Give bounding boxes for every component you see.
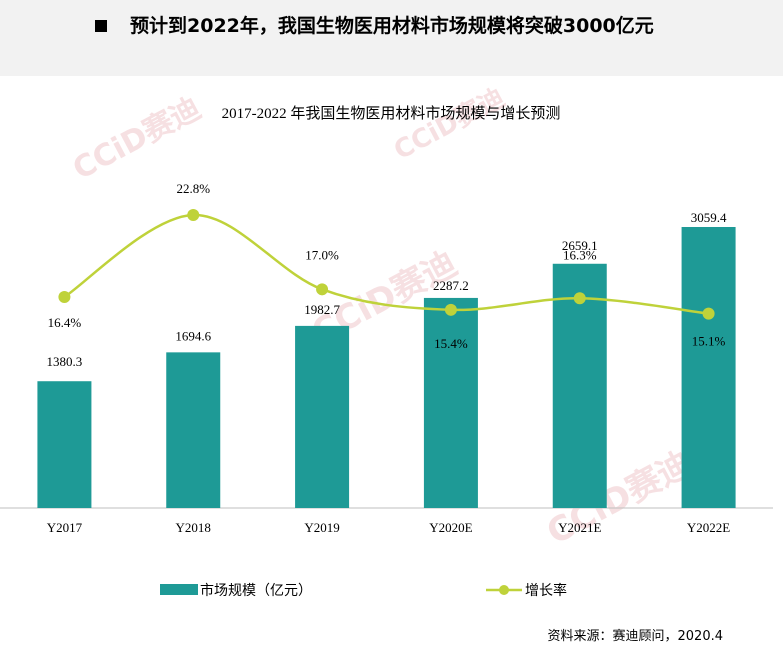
legend-label-line: 增长率 [525,582,567,599]
chart-title: 2017-2022 年我国生物医用材料市场规模与增长预测 [222,105,561,122]
bar-value-label: 1982.7 [304,302,340,317]
growth-rate-point [316,283,329,296]
growth-rate-label: 15.4% [434,336,468,351]
growth-rate-point [187,209,200,221]
x-tick-label: Y2018 [176,520,211,535]
x-tick-label: Y2017 [47,520,83,535]
growth-rate-label: 17.0% [305,247,339,262]
source-note: 资料来源：赛迪顾问，2020.4 [547,629,724,644]
growth-rate-point [573,292,586,305]
x-tick-label: Y2019 [304,520,339,535]
watermark: CCiD赛迪 [67,91,206,187]
x-tick-label: Y2021E [558,520,601,535]
bar-value-label: 3059.4 [691,210,727,225]
growth-rate-point [702,307,715,320]
legend-label-bar: 市场规模（亿元） [200,582,312,599]
x-tick-label: Y2022E [687,520,730,535]
growth-rate-line [63,213,709,315]
bar [295,325,350,508]
growth-rate-point [58,291,71,303]
bar [166,352,221,508]
bar-value-label: 1380.3 [47,354,83,369]
bar-value-label: 1694.6 [175,328,211,343]
bar [423,297,478,508]
bar-value-label: 2287.2 [433,278,469,293]
watermark: CCiD赛迪 [389,82,510,166]
growth-rate-label: 15.1% [692,334,726,349]
page-title: 预计到2022年，我国生物医用材料市场规模将突破3000亿元 [130,15,654,37]
bar [37,381,92,508]
growth-rate-point [444,303,457,316]
growth-rate-label: 16.4% [48,315,82,330]
bullet-square-icon [95,20,107,32]
growth-rate-label: 22.8% [176,181,210,196]
legend-swatch-bar [160,584,198,595]
bar-value-label: 2659.1 [562,238,598,253]
legend-swatch-marker [499,585,509,595]
x-tick-label: Y2020E [429,520,472,535]
bar [681,227,736,508]
header-bar: 预计到2022年，我国生物医用材料市场规模将突破3000亿元 [0,0,783,76]
bar [552,263,607,508]
growth-rate-label: 16.3% [563,247,597,262]
